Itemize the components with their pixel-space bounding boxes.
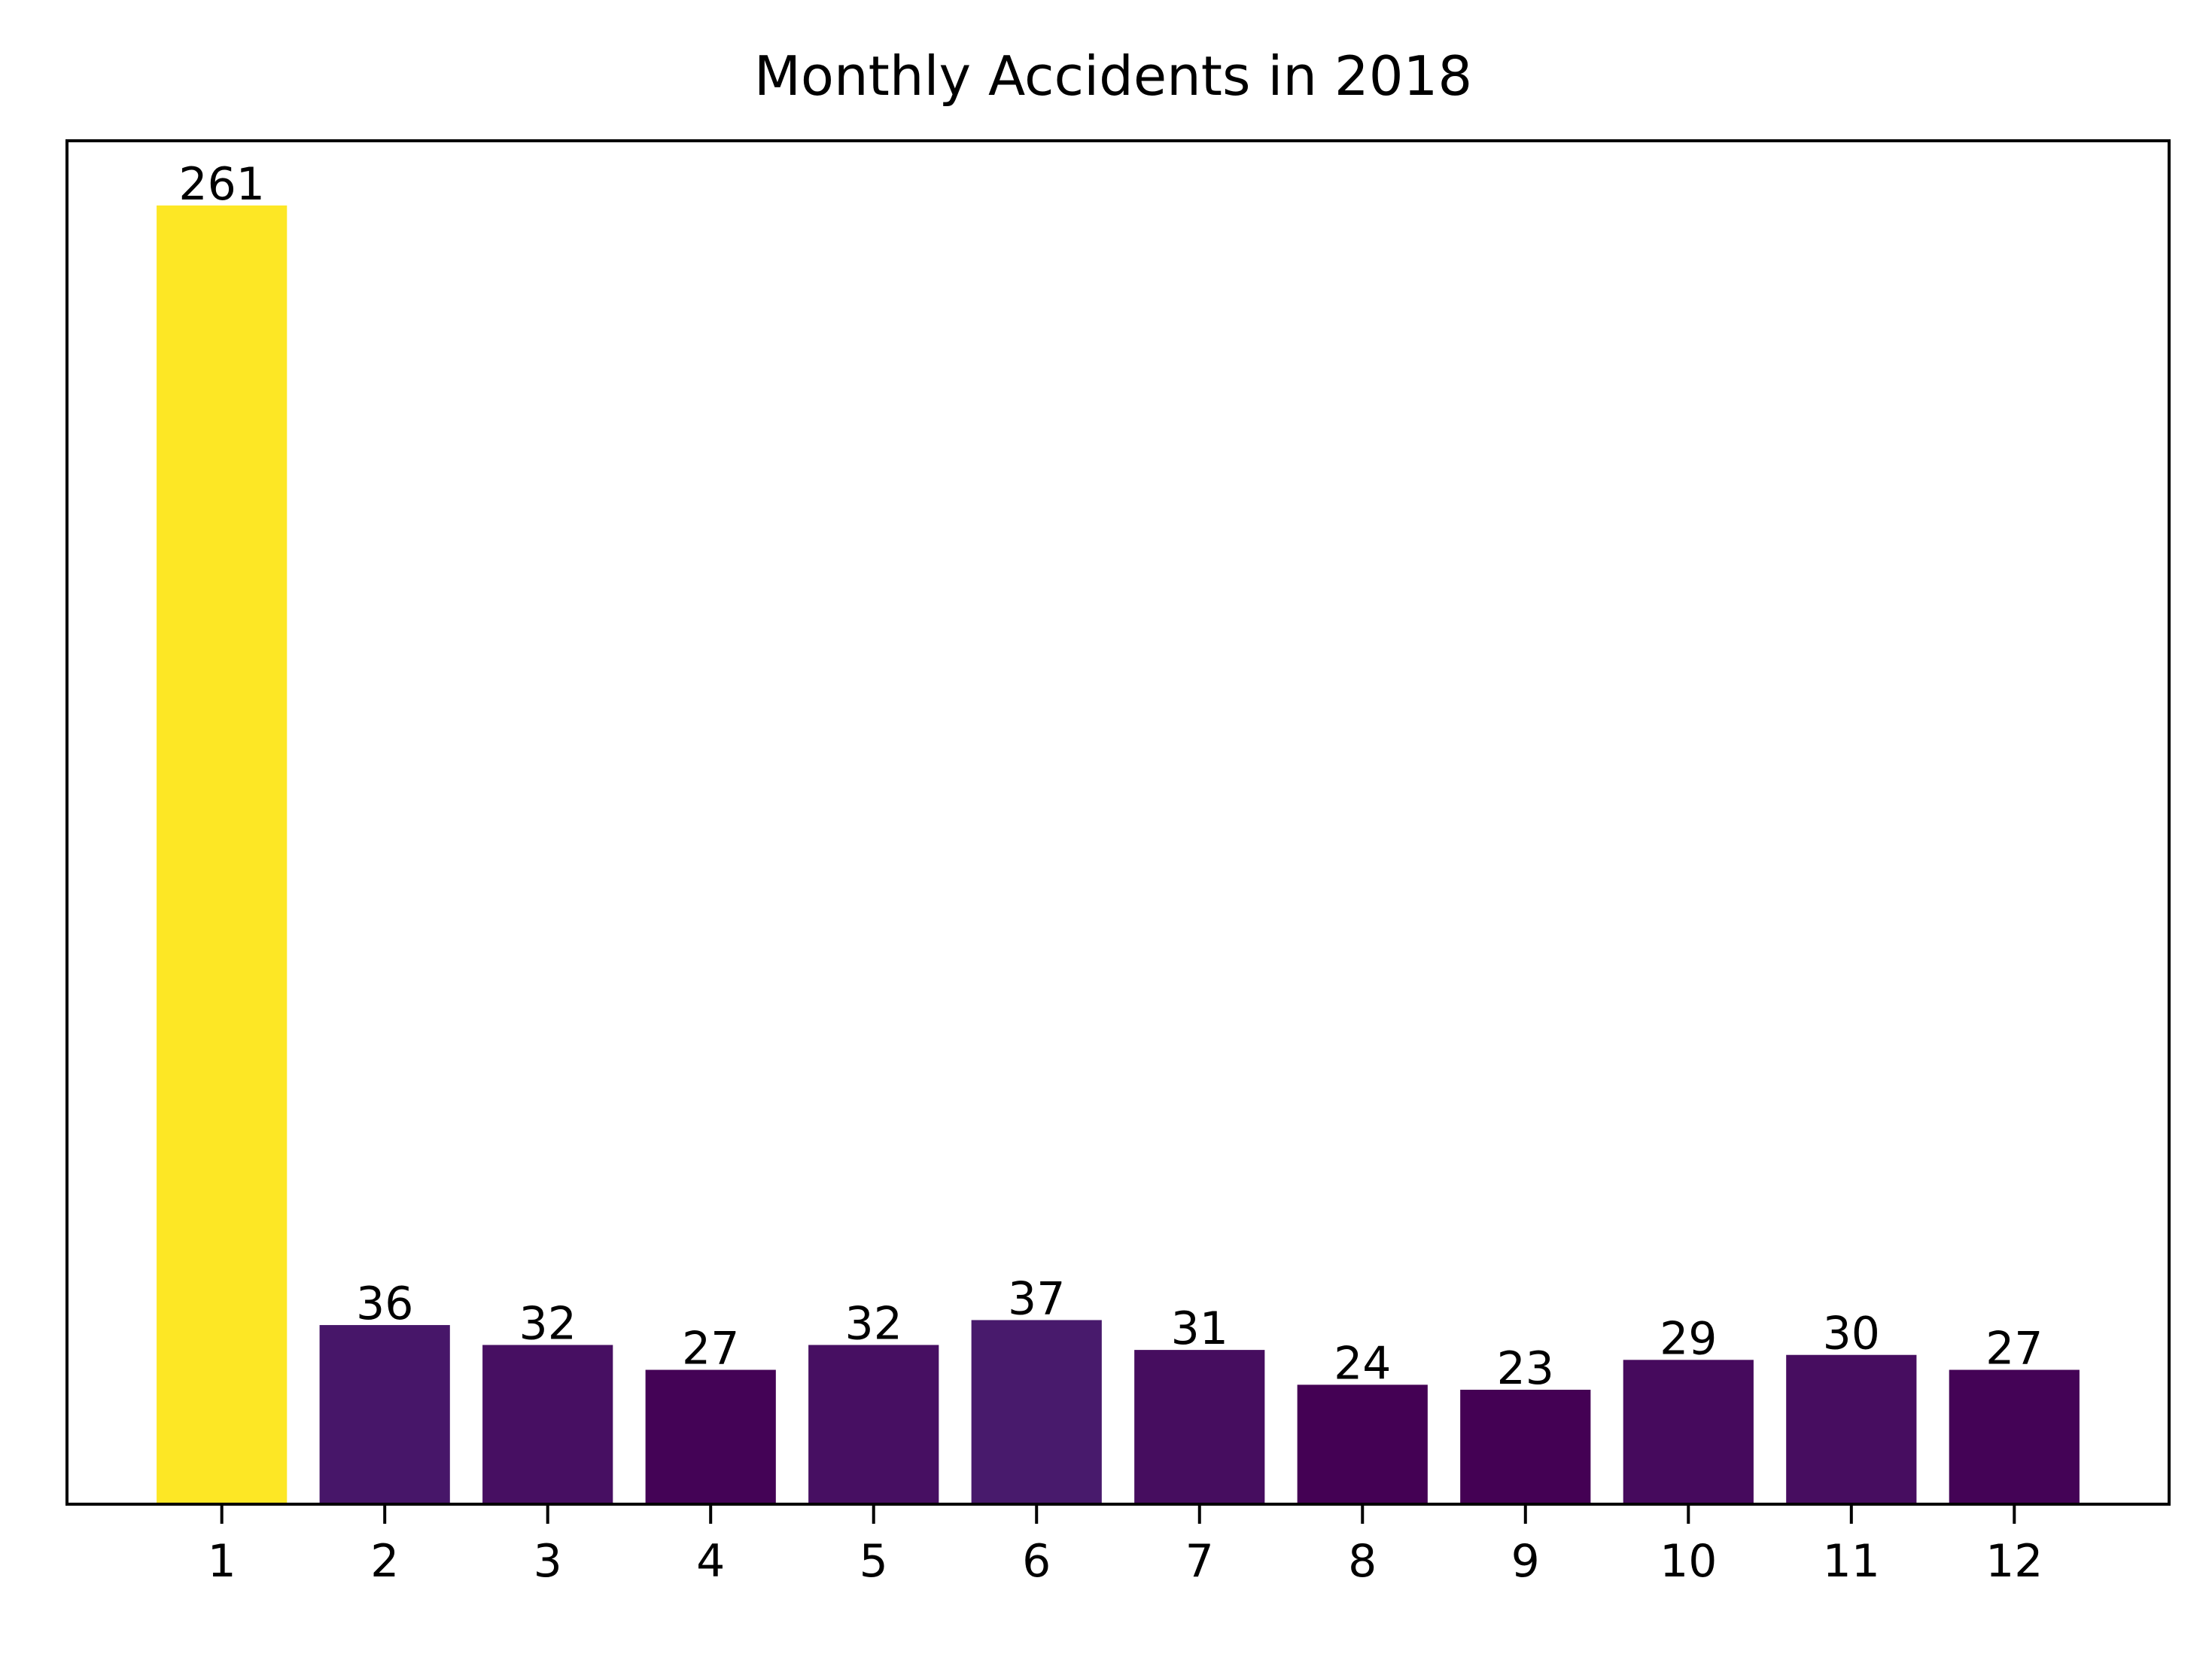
x-tick-label-10: 10 <box>1660 1535 1717 1588</box>
x-tick-label-5: 5 <box>860 1535 888 1588</box>
data-label-2: 36 <box>356 1278 413 1330</box>
bar-2 <box>319 1325 450 1504</box>
x-axis-ticks: 1 2 3 4 5 6 7 8 9 10 11 12 <box>208 1504 2043 1588</box>
bar-5 <box>808 1345 939 1504</box>
x-tick-label-2: 2 <box>370 1535 399 1588</box>
data-label-10: 29 <box>1660 1312 1717 1365</box>
bar-1 <box>157 205 288 1504</box>
bar-12 <box>1949 1369 2080 1504</box>
x-tick-label-7: 7 <box>1185 1535 1214 1588</box>
data-labels-layer: 261 36 32 27 32 37 31 24 23 29 30 27 <box>178 158 2043 1395</box>
bar-6 <box>971 1320 1102 1504</box>
bars-layer <box>157 205 2080 1504</box>
data-label-5: 32 <box>845 1298 902 1351</box>
plot-frame <box>65 139 2171 1506</box>
data-label-12: 27 <box>1985 1323 2043 1375</box>
data-label-11: 30 <box>1823 1308 1880 1360</box>
x-tick-label-6: 6 <box>1022 1535 1051 1588</box>
bar-11 <box>1786 1354 1917 1504</box>
x-tick-label-9: 9 <box>1511 1535 1540 1588</box>
data-label-7: 31 <box>1171 1302 1228 1355</box>
x-tick-label-11: 11 <box>1823 1535 1880 1588</box>
bar-10 <box>1623 1360 1754 1504</box>
x-tick-label-12: 12 <box>1985 1535 2043 1588</box>
bar-8 <box>1297 1384 1428 1504</box>
chart-title: Monthly Accidents in 2018 <box>754 44 1472 108</box>
data-label-9: 23 <box>1497 1342 1554 1395</box>
bar-3 <box>482 1345 613 1504</box>
x-tick-label-4: 4 <box>696 1535 725 1588</box>
bar-9 <box>1460 1389 1591 1504</box>
bar-7 <box>1134 1350 1265 1504</box>
x-tick-label-3: 3 <box>534 1535 562 1588</box>
x-tick-label-1: 1 <box>208 1535 236 1588</box>
data-label-6: 37 <box>1008 1272 1065 1325</box>
data-label-1: 261 <box>178 158 265 211</box>
x-tick-label-8: 8 <box>1348 1535 1377 1588</box>
data-label-3: 32 <box>519 1298 577 1351</box>
bar-4 <box>645 1369 776 1504</box>
data-label-8: 24 <box>1334 1337 1391 1390</box>
data-label-4: 27 <box>682 1323 739 1375</box>
